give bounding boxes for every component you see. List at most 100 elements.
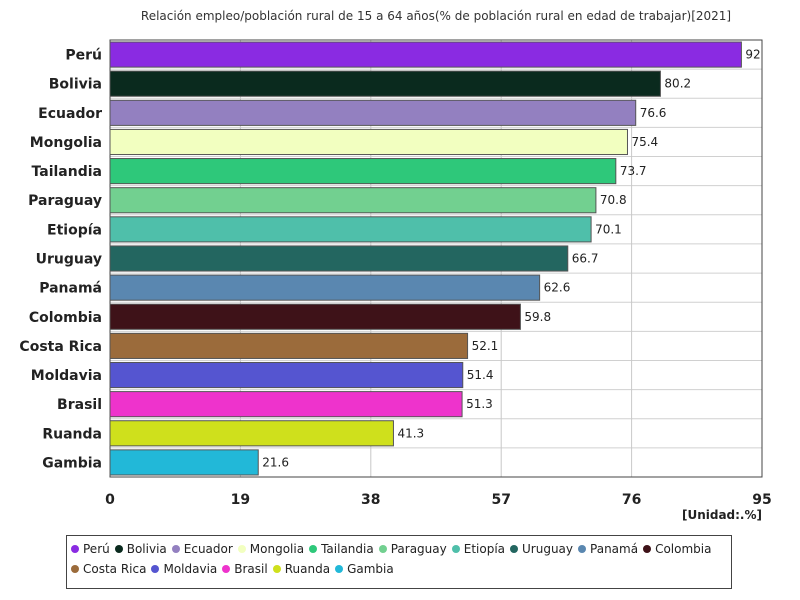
legend-item: Etiopía <box>451 542 506 556</box>
legend-item: Perú <box>71 542 110 556</box>
bar <box>109 187 597 214</box>
legend-label: Moldavia <box>163 562 218 576</box>
bar <box>109 303 521 330</box>
legend-marker <box>643 545 652 553</box>
legend-item: Mongolia <box>237 542 305 556</box>
bar <box>109 128 628 156</box>
value-label: 41.3 <box>397 426 424 440</box>
bar <box>109 41 742 68</box>
legend-item: Costa Rica <box>71 562 146 576</box>
legend-label: Gambia <box>347 562 394 576</box>
legend-label: Panamá <box>590 542 639 556</box>
value-label: 70.1 <box>595 222 622 236</box>
chart-title: Relación empleo/población rural de 15 a … <box>140 9 732 23</box>
legend-marker <box>71 545 79 553</box>
bar <box>109 99 637 126</box>
category-label: Bolivia <box>49 77 102 93</box>
legend-marker <box>151 565 160 573</box>
legend-item: Brasil <box>222 562 268 576</box>
legend-item: Ruanda <box>272 562 331 576</box>
x-tick-label: 57 <box>491 492 510 508</box>
category-label: Perú <box>65 48 102 64</box>
legend-label: Ruanda <box>284 562 331 576</box>
legend-item: Colombia <box>643 542 711 556</box>
value-label: 80.2 <box>664 77 691 91</box>
bar <box>109 158 617 185</box>
value-label: 21.6 <box>262 455 289 469</box>
value-label: 70.8 <box>600 193 627 207</box>
category-label: Ecuador <box>38 106 102 122</box>
legend-label: Tailandia <box>321 542 374 556</box>
bar <box>109 332 469 359</box>
legend-label: Perú <box>83 542 110 556</box>
legend-item: Bolivia <box>114 542 167 556</box>
legend-label: Brasil <box>234 562 268 576</box>
legend-item: Ecuador <box>171 542 233 556</box>
bar <box>109 216 592 243</box>
category-label: Etiopía <box>47 222 102 238</box>
legend-item: Moldavia <box>151 562 217 576</box>
category-label: Brasil <box>57 397 102 413</box>
bar <box>109 274 541 301</box>
legend: Perú Bolivia Ecuador Mongolia Tailandia Parag… <box>66 535 732 589</box>
legend-label: Bolivia <box>126 542 167 556</box>
category-label: Tailandia <box>32 164 102 180</box>
legend-marker <box>237 545 246 553</box>
legend-label: Etiopía <box>463 542 506 556</box>
category-label: Paraguay <box>28 193 102 209</box>
legend-marker <box>578 545 587 553</box>
value-label: 76.6 <box>640 106 667 120</box>
x-tick-label: 95 <box>752 492 771 508</box>
category-label: Gambia <box>42 455 102 471</box>
legend-label: Paraguay <box>390 542 447 556</box>
value-label: 52.1 <box>472 339 499 353</box>
x-tick-label: 0 <box>105 492 115 508</box>
category-label: Panamá <box>39 281 102 297</box>
x-tick-label: 38 <box>361 492 380 508</box>
legend-marker <box>510 545 519 553</box>
value-label: 51.3 <box>466 397 493 411</box>
value-label: 92 <box>745 48 760 62</box>
legend-marker <box>378 545 387 553</box>
x-tick-label: 76 <box>622 492 641 508</box>
legend-label: Costa Rica <box>83 562 147 576</box>
value-label: 59.8 <box>524 310 551 324</box>
legend-marker <box>114 545 123 553</box>
bar <box>109 449 259 476</box>
value-label: 75.4 <box>631 135 658 149</box>
legend-marker <box>171 545 180 553</box>
bar <box>109 245 569 272</box>
legend-marker <box>451 545 460 553</box>
legend-marker <box>71 565 79 573</box>
category-label: Costa Rica <box>19 339 102 355</box>
legend-marker <box>222 565 231 573</box>
category-label: Ruanda <box>42 426 102 442</box>
unit-label: [Unidad:.%] <box>681 508 762 522</box>
value-label: 62.6 <box>544 281 571 295</box>
legend-label: Colombia <box>655 542 712 556</box>
category-label: Uruguay <box>36 252 102 268</box>
legend-marker <box>272 565 281 573</box>
category-label: Colombia <box>29 310 102 326</box>
legend-label: Uruguay <box>522 542 574 556</box>
legend-label: Mongolia <box>249 542 305 556</box>
legend-item: Paraguay <box>378 542 447 556</box>
bar <box>109 420 394 447</box>
legend-item: Panamá <box>578 542 638 556</box>
legend-marker <box>335 565 344 573</box>
legend-marker <box>309 545 318 553</box>
legend-item: Gambia <box>335 562 394 576</box>
value-label: 51.4 <box>467 368 494 382</box>
x-tick-label: 19 <box>231 492 250 508</box>
bar <box>109 70 661 97</box>
category-label: Moldavia <box>31 368 102 384</box>
legend-item: Tailandia <box>309 542 374 556</box>
value-label: 73.7 <box>620 164 647 178</box>
bar <box>109 391 463 418</box>
legend-item: Uruguay <box>510 542 573 556</box>
bar <box>109 361 464 389</box>
value-label: 66.7 <box>572 252 599 266</box>
category-label: Mongolia <box>30 135 102 151</box>
legend-label: Ecuador <box>183 542 233 556</box>
